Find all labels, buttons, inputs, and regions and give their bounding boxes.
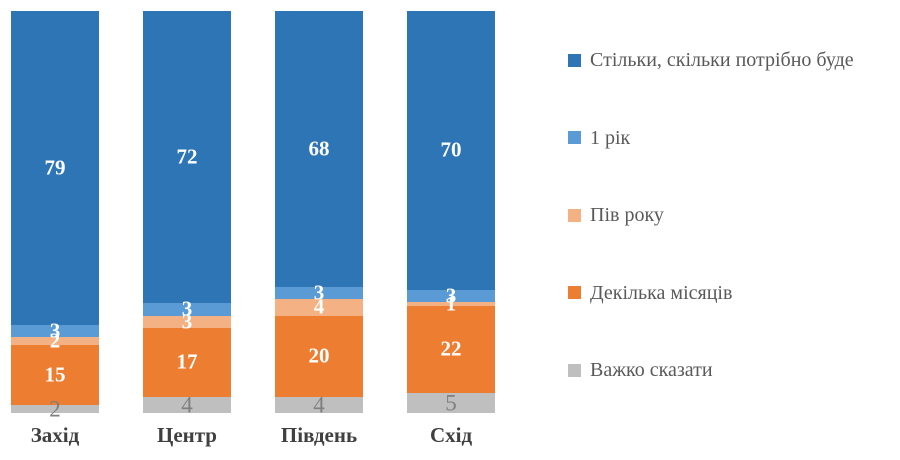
data-label: 70 — [440, 137, 462, 162]
bar-segment-series0-cat3: 70 — [407, 11, 495, 290]
data-label: 5 — [445, 390, 457, 416]
bar-segment-series2-cat1: 3 — [143, 311, 231, 332]
bar-segment-series1-cat0: 3 — [11, 320, 99, 341]
data-label: 3 — [445, 283, 457, 308]
bar-segment-series3-cat0: 15 — [11, 345, 99, 405]
legend-swatch-icon — [568, 286, 581, 299]
data-label: 2 — [49, 396, 61, 422]
bar-stack-1: 72 3 3 17 4 — [143, 11, 231, 416]
data-label: 3 — [181, 296, 193, 321]
category-label: Захід — [30, 423, 80, 447]
bar-stack-2: 68 3 4 20 4 — [275, 11, 363, 416]
bar-segment-series2-cat2: 4 — [275, 294, 363, 319]
legend-label: Стільки, скільки потрібно буде — [590, 49, 854, 71]
bar-segment-series4-cat3: 5 — [407, 390, 495, 416]
bar-stack-0: 79 3 2 15 2 — [11, 11, 99, 420]
legend-item-3: Декілька місяців — [568, 283, 854, 303]
bar-segment-series3-cat1: 17 — [143, 327, 231, 397]
data-label: 3 — [49, 318, 61, 343]
data-label: 1 — [445, 291, 457, 316]
bar-segment-series1-cat2: 3 — [275, 282, 363, 303]
bar-stack-3: 70 3 1 22 5 — [407, 11, 495, 416]
legend-swatch-icon — [568, 131, 581, 144]
bar-segment-series0-cat2: 68 — [275, 11, 363, 288]
legend-swatch-icon — [568, 208, 581, 222]
data-label: 4 — [313, 294, 325, 319]
bar-segment-series4-cat0: 2 — [11, 397, 99, 420]
data-label: 3 — [313, 280, 325, 305]
data-label: 2 — [49, 328, 61, 353]
data-label: 3 — [181, 309, 193, 334]
data-label: 79 — [44, 155, 66, 180]
bar-column-0: 79 3 2 15 2 Захід — [11, 11, 99, 447]
legend-label: Декілька місяців — [590, 281, 733, 304]
legend-label: Важко сказати — [590, 359, 713, 381]
legend-item-4: Важко сказати — [568, 360, 854, 380]
bar-segment-series4-cat2: 4 — [275, 393, 363, 416]
data-label: 72 — [176, 144, 198, 169]
legend: Стільки, скільки потрібно буде 1 рік Пів р… — [568, 50, 854, 380]
legend-label: 1 рік — [590, 126, 631, 149]
bar-segment-series2-cat0: 2 — [11, 330, 99, 351]
category-label: Центр — [156, 423, 217, 447]
data-label: 4 — [181, 392, 193, 418]
legend-label: Пів року — [590, 204, 664, 226]
bar-segment-series0-cat0: 79 — [11, 11, 99, 326]
data-label: 15 — [44, 362, 66, 387]
data-label: 22 — [440, 336, 462, 361]
data-label: 20 — [308, 343, 330, 368]
bar-segment-series3-cat2: 20 — [275, 315, 363, 397]
bar-segment-series1-cat1: 3 — [143, 298, 231, 319]
data-label: 17 — [176, 349, 198, 374]
bar-segment-series3-cat3: 22 — [407, 305, 495, 394]
bar-column-2: 68 3 4 20 4 Південь — [275, 11, 363, 447]
legend-swatch-icon — [568, 363, 581, 377]
plot-area: 79 3 2 15 2 Захід 72 3 3 17 4 Центр 68 3 4 20 4 Південь 70… — [11, 11, 495, 447]
category-label: Південь — [280, 423, 358, 447]
legend-item-0: Стільки, скільки потрібно буде — [568, 50, 854, 70]
bar-segment-series4-cat1: 4 — [143, 393, 231, 416]
legend-item-1: 1 рік — [568, 128, 854, 148]
data-label: 68 — [308, 136, 330, 161]
bar-segment-series1-cat3: 3 — [407, 285, 495, 306]
bar-segment-series0-cat1: 72 — [143, 11, 231, 304]
bar-column-1: 72 3 3 17 4 Центр — [143, 11, 231, 447]
bar-column-3: 70 3 1 22 5 Схід — [407, 11, 495, 447]
bar-segment-series2-cat3: 1 — [407, 293, 495, 314]
legend-swatch-icon — [568, 53, 581, 67]
legend-item-2: Пів року — [568, 205, 854, 225]
category-label: Схід — [429, 423, 473, 447]
data-label: 4 — [313, 392, 325, 418]
